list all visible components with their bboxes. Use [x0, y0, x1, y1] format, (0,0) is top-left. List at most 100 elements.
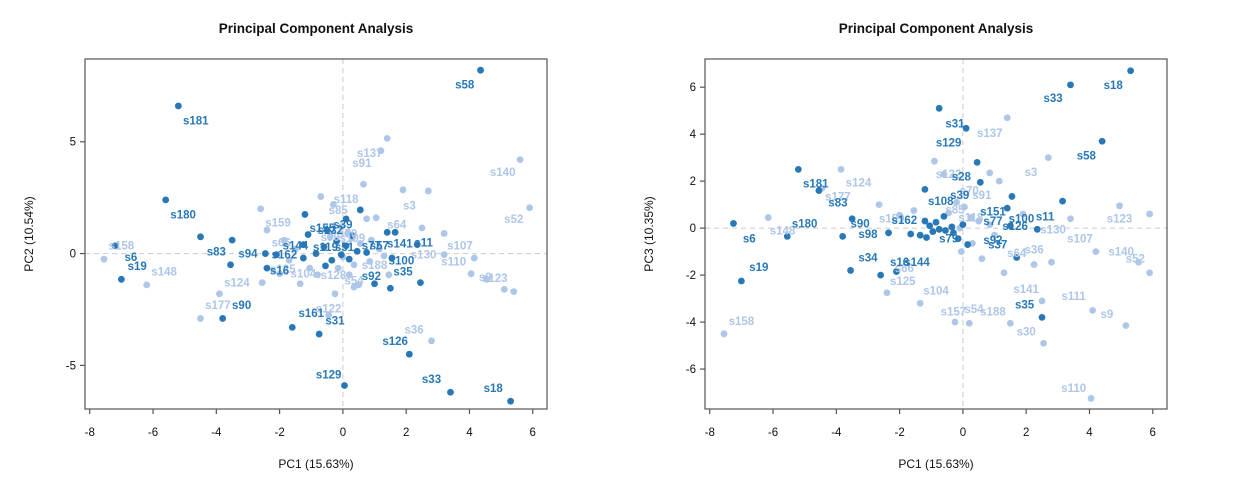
data-point-dark [337, 251, 345, 259]
point-label: s92 [983, 235, 1002, 247]
point-label: s33 [422, 374, 441, 386]
point-label: s36 [1025, 244, 1044, 256]
data-point-dark [299, 241, 307, 249]
data-point-light [516, 156, 524, 164]
x-tick-label: 6 [530, 427, 536, 439]
point-label: s83 [828, 197, 847, 209]
y-tick-label: 2 [690, 176, 696, 188]
data-point-light [367, 236, 375, 244]
data-point-light [470, 254, 478, 262]
x-tick-label: -2 [274, 427, 284, 439]
data-point-dark [942, 227, 949, 234]
data-point-dark [333, 237, 340, 245]
data-point-dark [976, 178, 984, 186]
data-point-light [296, 280, 304, 288]
data-point-light [1030, 261, 1038, 268]
data-point-light [986, 169, 994, 177]
y-tick-label: 5 [70, 137, 76, 149]
data-point-dark [815, 187, 823, 194]
point-label: s122 [316, 303, 342, 315]
point-label: s188 [980, 307, 1006, 319]
data-point-light [1087, 395, 1095, 402]
data-point-dark [893, 268, 900, 275]
point-label: s91 [352, 158, 372, 170]
data-point-light [975, 217, 983, 225]
data-point-dark [885, 229, 892, 237]
point-label: s107 [447, 241, 473, 253]
data-point-light [292, 245, 299, 253]
point-label: s91 [972, 190, 992, 202]
data-point-dark [932, 218, 940, 226]
data-point-light [1122, 322, 1130, 330]
point-label: s122 [936, 169, 962, 181]
data-point-light [366, 257, 374, 265]
data-point-light [440, 230, 448, 237]
point-label: s54 [964, 304, 984, 316]
data-point-dark [730, 220, 737, 227]
point-label: s107 [1067, 234, 1093, 246]
x-axis-label: PC1 (15.63%) [898, 457, 973, 471]
point-label: s35 [1015, 299, 1035, 311]
data-point-light [377, 147, 385, 155]
point-label: s90 [232, 300, 251, 312]
data-point-dark [1038, 313, 1046, 321]
point-label: s141 [1013, 284, 1039, 296]
point-label: s148 [770, 225, 796, 237]
point-label: s18 [1104, 80, 1124, 92]
data-point-dark [288, 323, 296, 331]
data-point-light [1003, 114, 1011, 122]
point-label: s104 [923, 285, 949, 297]
data-point-dark [117, 275, 125, 283]
data-point-dark [926, 222, 934, 230]
point-label: s158 [109, 241, 135, 253]
point-label: s77 [983, 216, 1002, 228]
point-label: s9 [479, 272, 492, 284]
data-point-dark [341, 382, 348, 389]
data-point-light [875, 201, 883, 209]
point-label: s83 [207, 246, 226, 258]
data-point-dark [935, 104, 943, 112]
point-label: s31 [325, 316, 345, 328]
data-point-light [1048, 258, 1055, 266]
data-point-dark [948, 223, 956, 231]
data-point-light [931, 157, 938, 165]
data-point-light [467, 270, 475, 278]
data-point-dark [916, 231, 924, 239]
point-label: s52 [1126, 254, 1145, 266]
point-label: s157 [941, 307, 967, 319]
data-point-dark [1013, 254, 1021, 261]
point-label: s11 [1036, 211, 1055, 223]
data-point-light [258, 279, 266, 287]
data-point-light [356, 240, 364, 247]
x-tick-label: -2 [894, 427, 904, 439]
data-point-light [764, 214, 772, 221]
point-label: s31 [945, 119, 965, 131]
x-tick-label: -4 [211, 427, 222, 439]
data-point-light [1146, 210, 1153, 218]
point-label: s35 [393, 266, 413, 278]
point-label: s119 [313, 242, 338, 254]
data-point-light [143, 281, 151, 289]
data-point-dark [227, 261, 234, 269]
data-point-dark [273, 251, 280, 259]
point-label: s85 [329, 205, 349, 217]
point-label: s3 [403, 200, 416, 212]
point-label: s141 [387, 239, 413, 251]
data-point-dark [301, 211, 309, 218]
data-point-light [1092, 248, 1100, 256]
data-point-light [940, 170, 948, 178]
data-point-dark [174, 102, 182, 110]
point-label: s6 [743, 234, 756, 246]
point-label: s180 [170, 209, 196, 221]
x-tick-label: 2 [403, 427, 409, 439]
data-point-dark [197, 233, 204, 241]
data-point-light [314, 271, 321, 279]
data-point-light [330, 200, 337, 208]
data-point-light [953, 198, 960, 206]
data-point-light [263, 226, 271, 234]
data-point-dark [477, 66, 484, 74]
data-point-light [978, 255, 986, 263]
point-label: s155 [310, 223, 336, 235]
data-point-dark [111, 242, 119, 250]
